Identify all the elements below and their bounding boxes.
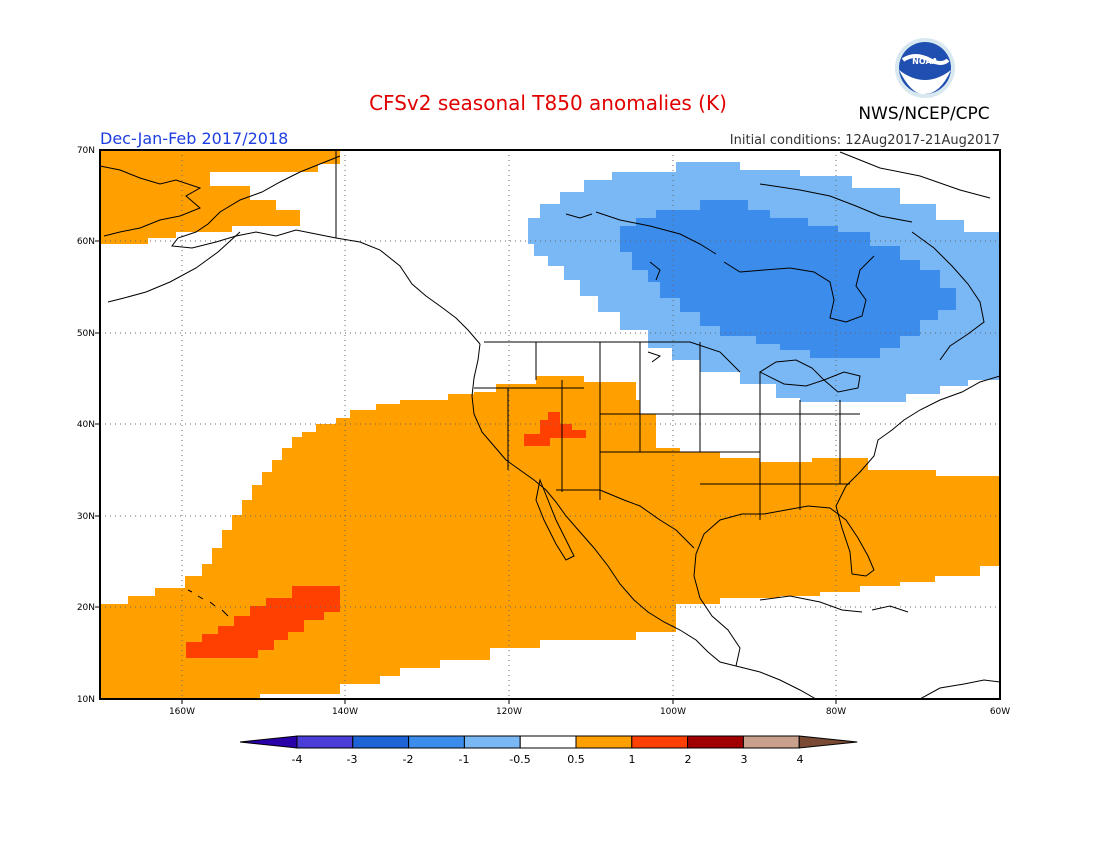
political-borders <box>335 150 860 549</box>
colorbar-segment <box>631 735 689 749</box>
cool-anomaly-strong <box>620 200 956 358</box>
map-area <box>100 150 1000 699</box>
lat-label: 20N <box>77 603 95 613</box>
colorbar-label: 0.5 <box>567 753 585 766</box>
axis-ticks <box>95 240 837 704</box>
season-label: Dec-Jan-Feb 2017/2018 <box>100 129 288 148</box>
colorbar-segment <box>687 735 744 749</box>
graticule <box>100 150 1000 699</box>
coastlines <box>100 151 1000 699</box>
colorbar-arrow-high <box>798 735 858 749</box>
colorbar-segment <box>463 735 521 749</box>
lat-label: 60N <box>77 237 95 247</box>
lat-label: 30N <box>77 512 95 522</box>
colorbar-label: -4 <box>292 753 303 766</box>
colorbar-label: 3 <box>741 753 748 766</box>
lon-label: 140W <box>332 707 358 717</box>
lake-outlines <box>565 213 662 363</box>
init-conditions: Initial conditions: 12Aug2017-21Aug2017 <box>730 133 1000 148</box>
lon-label: 60W <box>990 707 1010 717</box>
lat-label: 10N <box>77 695 95 705</box>
logo-text: NOAA <box>912 57 938 66</box>
colorbar-label: 2 <box>685 753 692 766</box>
agency-label: NWS/NCEP/CPC <box>858 104 989 124</box>
colorbar-label: 1 <box>629 753 636 766</box>
colorbar-label: -1 <box>459 753 470 766</box>
figure-title: CFSv2 seasonal T850 anomalies (K) <box>369 91 727 115</box>
colorbar-segment <box>408 735 465 749</box>
longitude-labels: 160W 140W 120W 100W 80W 60W <box>169 707 1010 717</box>
colorbar-label: 4 <box>797 753 804 766</box>
strong-warm-anomaly-great-basin <box>524 412 586 446</box>
colorbar-labels: -4 -3 -2 -1 -0.5 0.5 1 2 3 4 <box>292 753 804 766</box>
lon-label: 80W <box>826 707 846 717</box>
colorbar-label: -3 <box>347 753 358 766</box>
colorbar-segment <box>742 735 800 749</box>
lat-label: 70N <box>77 146 95 156</box>
lat-label: 50N <box>77 329 95 339</box>
noaa-logo-icon: NOAA <box>895 38 955 98</box>
lon-label: 160W <box>169 707 195 717</box>
colorbar-segment <box>575 735 633 749</box>
lon-label: 100W <box>660 707 686 717</box>
lon-label: 120W <box>496 707 522 717</box>
warm-anomaly-main <box>100 376 1000 699</box>
colorbar-arrow-low <box>239 735 298 749</box>
colorbar-segment <box>296 735 354 749</box>
colorbar <box>239 735 858 749</box>
lat-label: 40N <box>77 420 95 430</box>
latitude-labels: 70N 60N 50N 40N 30N 20N 10N <box>77 146 95 705</box>
strong-warm-anomaly-hawaii <box>186 586 340 658</box>
colorbar-label: -2 <box>403 753 414 766</box>
colorbar-segment <box>519 735 577 749</box>
colorbar-label: -0.5 <box>509 753 530 766</box>
colorbar-segment <box>352 735 410 749</box>
